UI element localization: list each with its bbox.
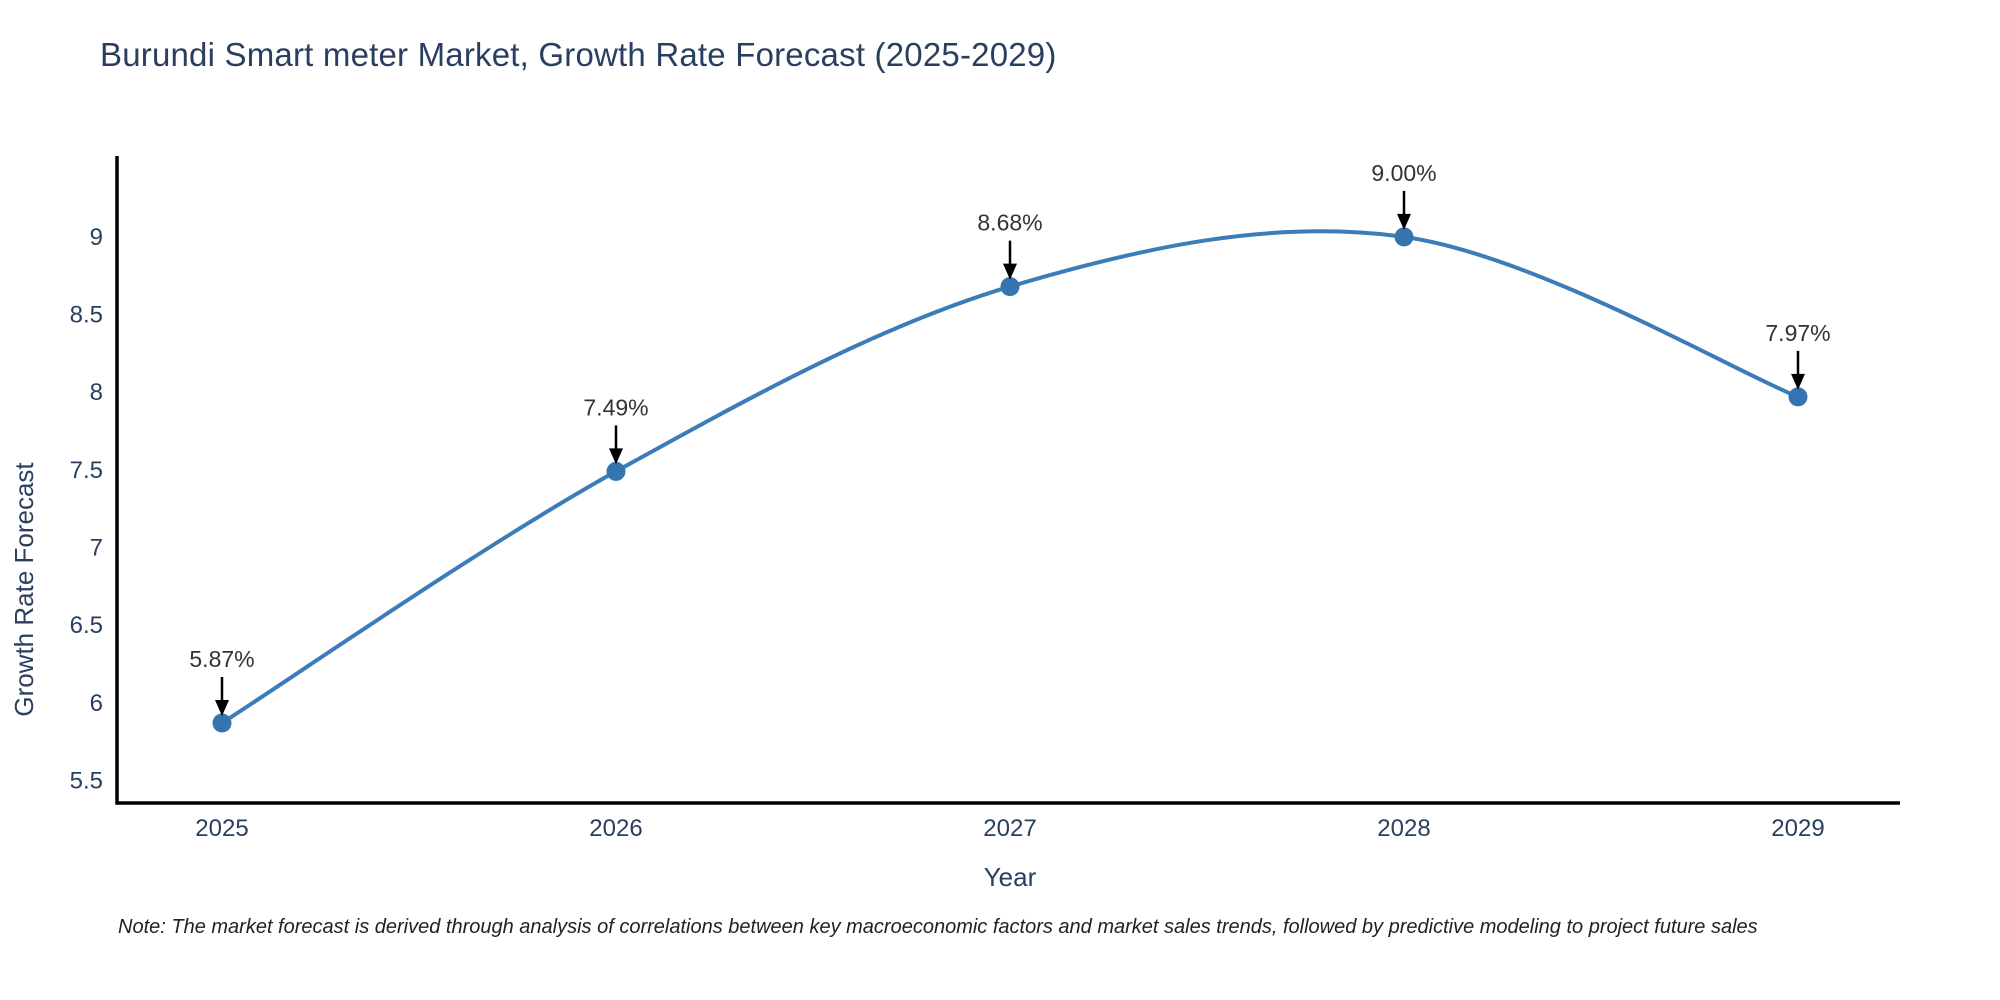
annotation-arrowhead — [1397, 213, 1411, 230]
y-tick-label: 9 — [90, 224, 103, 251]
data-point-label: 5.87% — [189, 646, 254, 672]
data-point-marker[interactable] — [606, 461, 626, 481]
data-point-label: 9.00% — [1371, 160, 1436, 186]
y-tick-label: 6 — [90, 690, 103, 717]
annotation-arrowhead — [215, 700, 229, 716]
y-tick-label: 8.5 — [70, 302, 103, 329]
y-tick-label: 7 — [90, 535, 103, 562]
data-point-marker[interactable] — [212, 713, 232, 733]
x-axis-title: Year — [984, 862, 1037, 892]
annotation-arrowhead — [1791, 373, 1805, 390]
annotation-arrowhead — [1003, 263, 1017, 280]
data-point-label: 7.97% — [1765, 320, 1830, 346]
y-tick-label: 6.5 — [70, 612, 103, 639]
forecast-line — [220, 229, 1800, 725]
chart-title: Burundi Smart meter Market, Growth Rate … — [100, 36, 1057, 73]
data-point-label: 8.68% — [977, 210, 1042, 236]
y-tick-label: 7.5 — [70, 457, 103, 484]
chart-note: Note: The market forecast is derived thr… — [118, 916, 1758, 938]
x-tick-label: 2027 — [983, 815, 1036, 842]
x-tick-label: 2026 — [589, 815, 642, 842]
y-tick-label: 8 — [90, 379, 103, 406]
y-tick-label: 5.5 — [70, 767, 103, 794]
data-point-marker[interactable] — [1788, 387, 1808, 407]
x-tick-label: 2028 — [1377, 815, 1430, 842]
annotation-arrowhead — [609, 448, 623, 465]
y-axis-title: Growth Rate Forecast — [9, 462, 39, 717]
x-tick-label: 2025 — [195, 815, 248, 842]
data-point-marker[interactable] — [1394, 227, 1414, 247]
x-tick-label: 2029 — [1771, 815, 1824, 842]
data-point-marker[interactable] — [1000, 277, 1020, 297]
data-point-label: 7.49% — [583, 394, 648, 420]
